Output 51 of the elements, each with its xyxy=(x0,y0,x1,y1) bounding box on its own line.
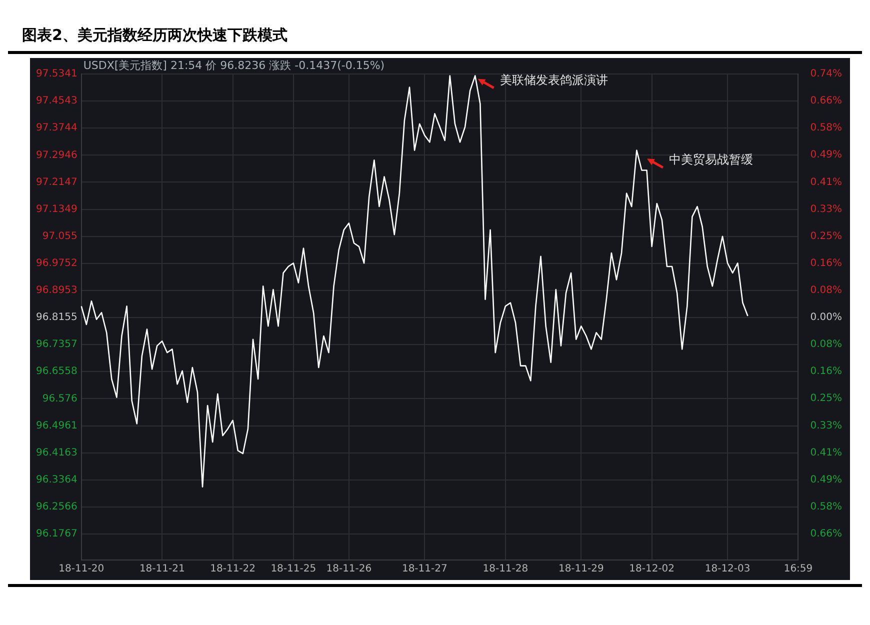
y-tick-label: 96.6558 xyxy=(36,366,78,378)
y2-tick-label: 0.66% xyxy=(810,96,842,107)
y-tick-label: 96.3364 xyxy=(36,474,78,486)
y-tick-label: 97.2147 xyxy=(36,176,78,188)
annotation: 美联储发表鸽派演讲 xyxy=(500,72,608,87)
y2-tick-label: 0.74% xyxy=(810,68,842,80)
y-tick-label: 97.4543 xyxy=(36,96,78,107)
x-tick-label: 18-12-02 xyxy=(629,564,675,575)
y2-tick-label: 0.58% xyxy=(810,501,842,512)
y2-tick-label: 0.41% xyxy=(810,176,842,188)
y-tick-label: 97.055 xyxy=(42,230,78,242)
y2-tick-label: 0.49% xyxy=(810,150,842,161)
y-tick-label: 97.3744 xyxy=(36,122,78,134)
y-tick-label: 96.2566 xyxy=(36,502,78,513)
x-tick-label: 18-11-29 xyxy=(558,564,604,575)
y-tick-label: 96.7357 xyxy=(36,339,78,350)
y2-tick-label: 0.08% xyxy=(810,285,842,296)
y-tick-label: 96.4163 xyxy=(36,447,78,458)
x-tick-label: 18-11-22 xyxy=(210,564,256,575)
chart-subtitle: USDX[美元指数] 21:54 价 96.8236 涨跌 -0.1437(-0.15%) xyxy=(83,58,385,72)
x-tick-label: 16:59 xyxy=(784,564,813,575)
y2-tick-label: 0.16% xyxy=(810,366,842,378)
y-tick-label: 96.8953 xyxy=(36,285,78,296)
x-tick-label: 18-11-20 xyxy=(58,564,104,575)
x-tick-label: 18-12-03 xyxy=(704,564,750,575)
y-tick-label: 96.9752 xyxy=(36,258,78,269)
x-tick-label: 18-11-27 xyxy=(402,564,448,575)
x-tick-label: 18-11-26 xyxy=(326,564,372,575)
y-tick-label: 97.5341 xyxy=(36,68,78,80)
y-tick-label: 96.8155 xyxy=(36,312,78,324)
y2-tick-label: 0.66% xyxy=(810,528,842,540)
y-tick-label: 96.4961 xyxy=(36,420,78,432)
y2-tick-label: 0.58% xyxy=(810,122,842,134)
y2-tick-label: 0.49% xyxy=(810,474,842,486)
y2-tick-label: 0.16% xyxy=(810,258,842,269)
y-tick-label: 97.2946 xyxy=(36,150,78,161)
chart-title: 图表2、美元指数经历两次快速下跌模式 xyxy=(8,8,862,54)
x-tick-label: 18-11-21 xyxy=(139,564,185,575)
y2-tick-label: 0.41% xyxy=(810,447,842,458)
y2-tick-label: 0.25% xyxy=(810,393,842,404)
y2-tick-label: 0.00% xyxy=(810,312,842,324)
y2-tick-label: 0.25% xyxy=(810,231,842,242)
y2-tick-label: 0.33% xyxy=(810,204,842,215)
y2-tick-label: 0.33% xyxy=(810,420,842,432)
annotation: 中美贸易战暂缓 xyxy=(668,152,753,167)
x-tick-label: 18-11-25 xyxy=(270,564,316,575)
y-tick-label: 97.1349 xyxy=(36,204,78,215)
x-tick-label: 18-11-28 xyxy=(482,564,528,575)
y-tick-label: 96.1767 xyxy=(36,528,78,540)
y-tick-label: 96.576 xyxy=(42,393,78,404)
y2-tick-label: 0.08% xyxy=(810,338,842,350)
